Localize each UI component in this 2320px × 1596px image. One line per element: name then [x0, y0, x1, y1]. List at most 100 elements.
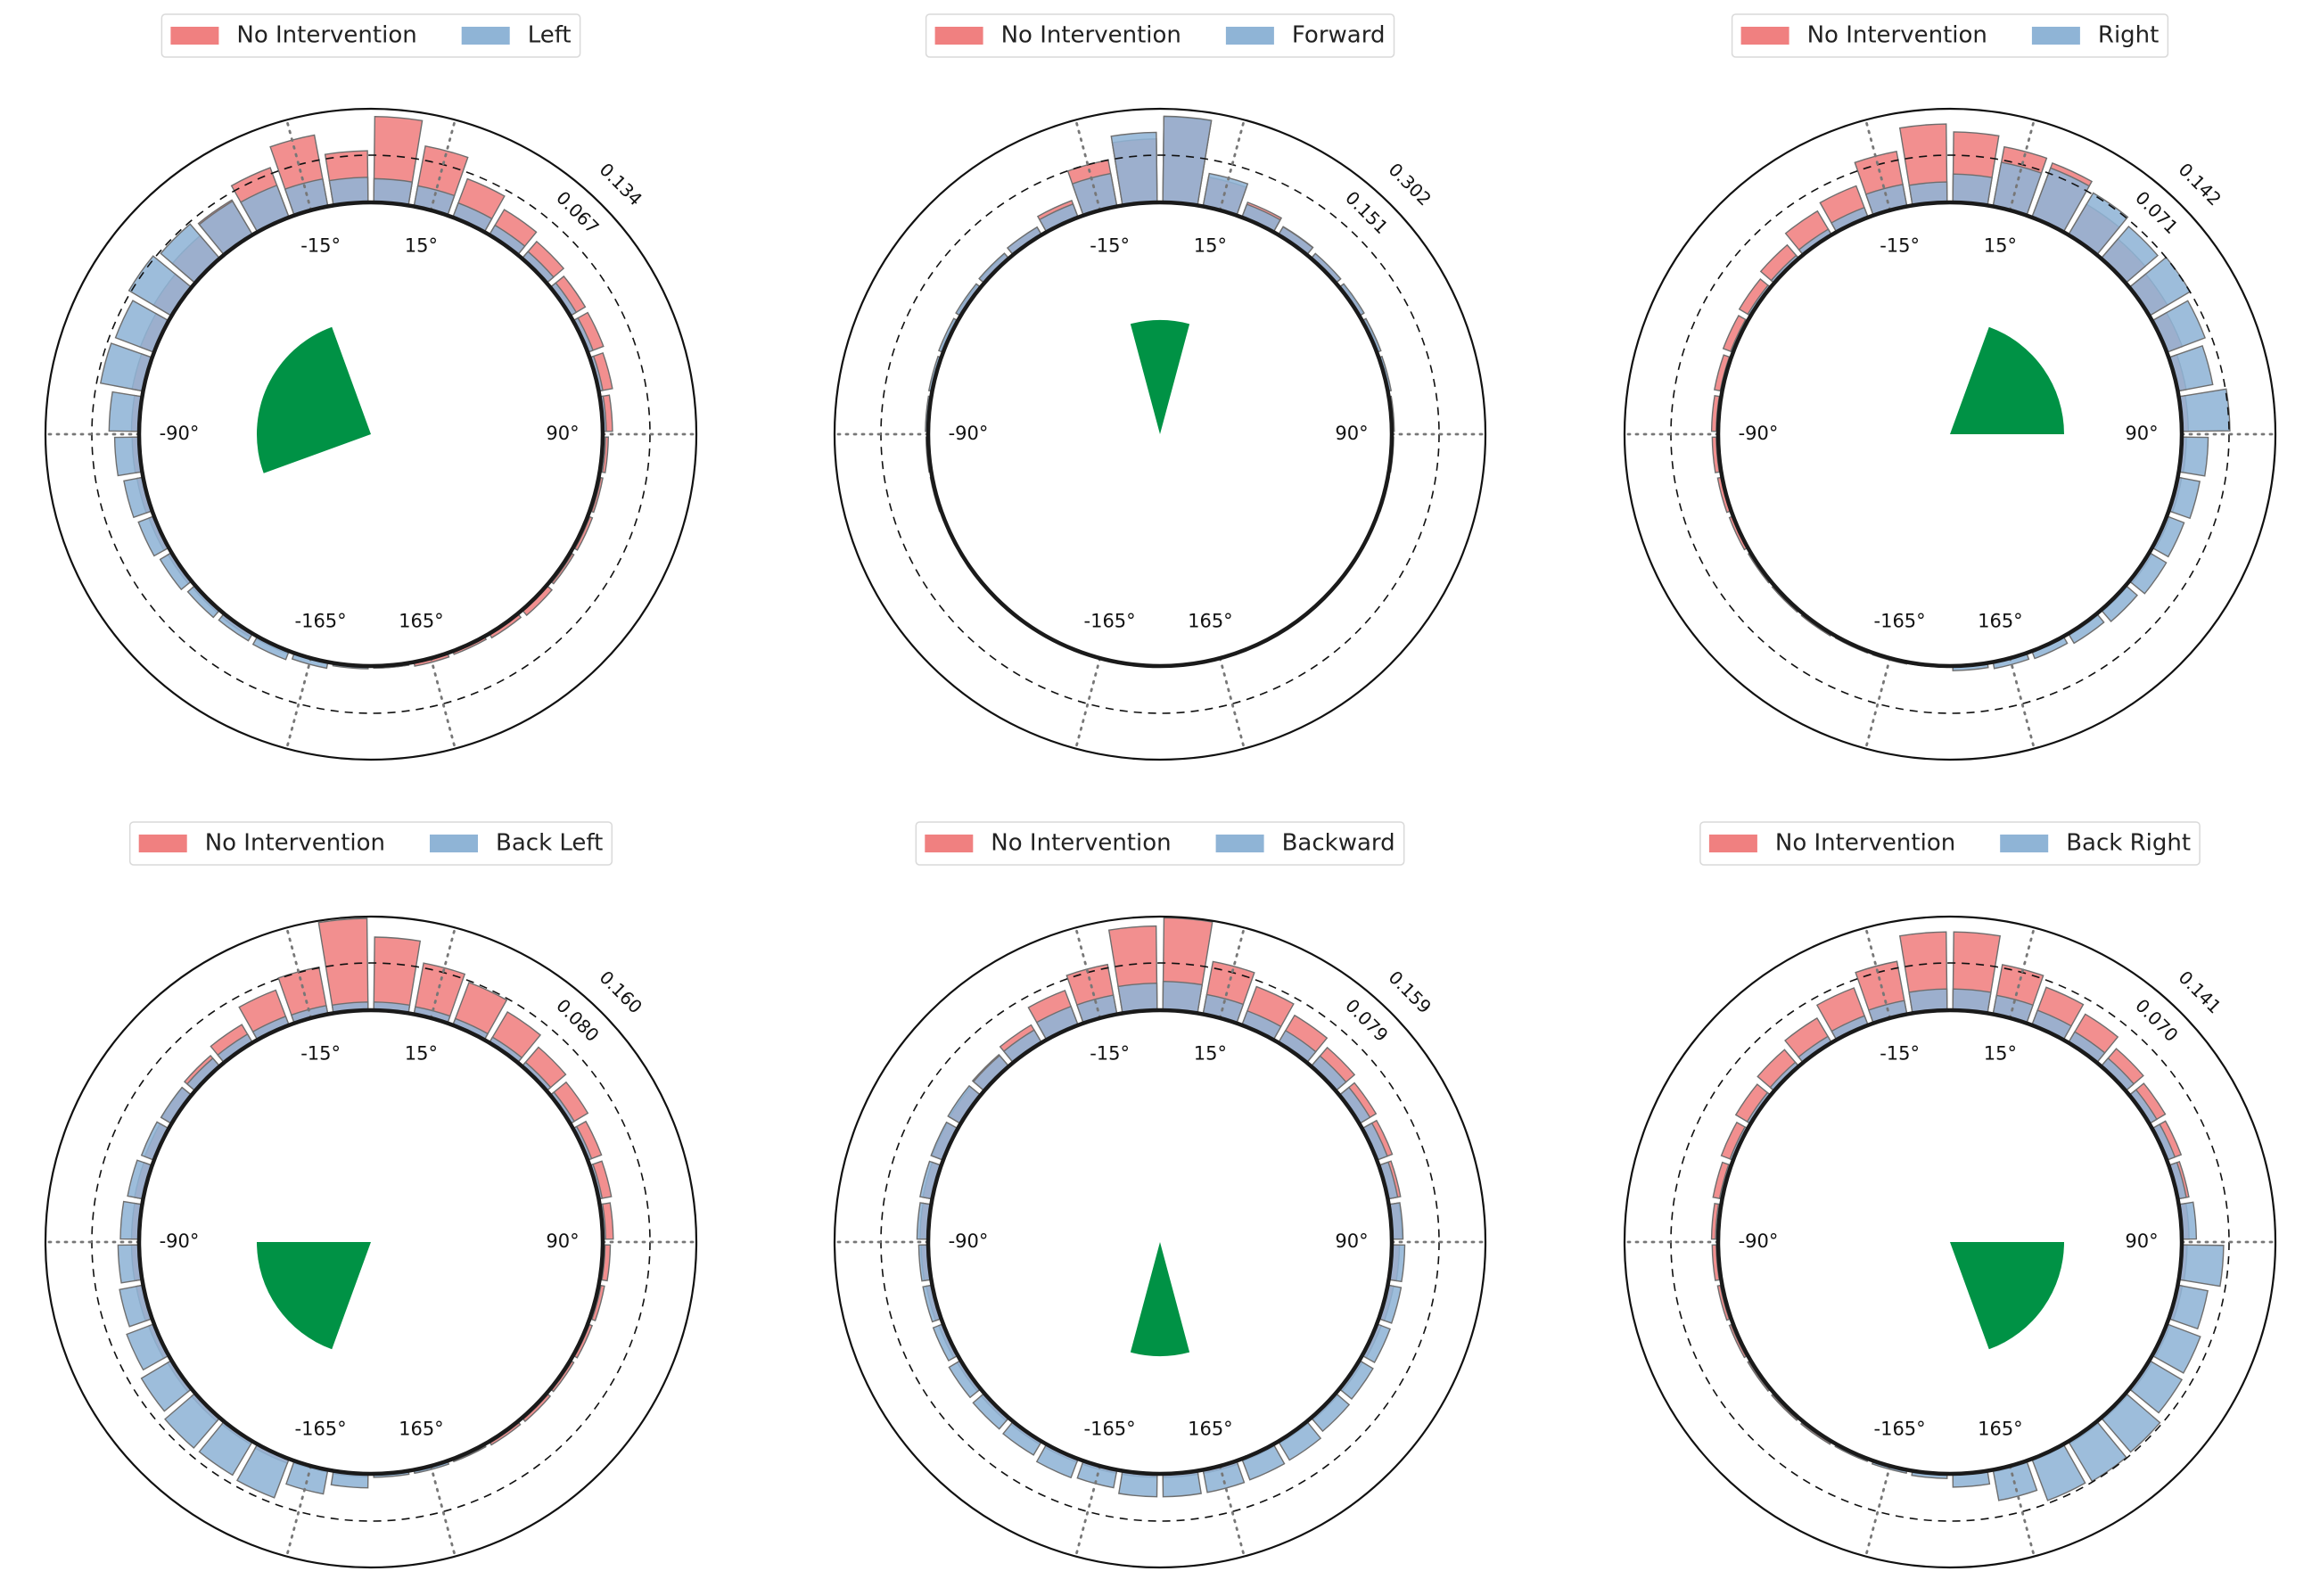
angle-gridline-neg165 [285, 656, 313, 750]
angle-gridline-15 [1218, 119, 1246, 212]
angle-label-15: 15° [1194, 234, 1227, 256]
angle-label-90: 90° [1335, 423, 1368, 444]
legend: No Intervention Back Right [1699, 821, 2201, 866]
angle-label-neg165: -165° [1874, 611, 1926, 632]
legend-label-no-intervention: No Intervention [1001, 22, 1181, 49]
angle-label-neg15: -15° [1090, 1042, 1130, 1064]
angle-label-165: 165° [399, 1419, 444, 1440]
polar-panel-back-right: No Intervention Back Right -15° 15° -90°… [1623, 821, 2277, 1569]
angle-label-15: 15° [1194, 1042, 1227, 1064]
radial-tick-max: 0.141 [2175, 967, 2225, 1017]
radial-tick-max: 0.302 [1385, 159, 1436, 210]
angle-label-165: 165° [1188, 611, 1233, 632]
angle-label-neg165: -165° [1874, 1419, 1926, 1440]
angle-gridline-neg165 [1864, 656, 1892, 750]
angle-gridline-neg15 [1074, 926, 1102, 1020]
angle-label-neg165: -165° [295, 1419, 347, 1440]
legend-swatch-intervention [2000, 835, 2049, 852]
angle-label-neg165: -165° [295, 611, 347, 632]
legend: No Intervention Backward [915, 821, 1405, 866]
legend: No Intervention Right [1731, 13, 2169, 58]
legend-swatch-intervention [461, 27, 510, 45]
angle-gridline-neg15 [285, 119, 313, 212]
tick-labels: -15° 15° -90° 90° -165° 165° 0.070 0.141 [1739, 967, 2225, 1440]
legend: No Intervention Left [160, 13, 581, 58]
legend-label-no-intervention: No Intervention [1775, 830, 1955, 857]
direction-wedge [1130, 319, 1190, 434]
angle-gridline-neg15 [1074, 119, 1102, 212]
angle-gridline-neg165 [1074, 656, 1102, 750]
angle-label-neg90: -90° [160, 423, 200, 444]
legend-swatch-no-intervention [1740, 27, 1789, 45]
polar-panel-backward: No Intervention Backward -15° 15° -90° 9… [833, 821, 1487, 1569]
legend-label-intervention: Left [528, 22, 572, 49]
angle-gridline-15 [429, 926, 457, 1020]
legend-label-intervention: Backward [1282, 830, 1395, 857]
direction-wedge [257, 326, 371, 473]
angle-gridline-neg165 [1074, 1464, 1102, 1558]
outer-axis-circle [44, 915, 698, 1569]
legend-swatch-intervention [2031, 27, 2080, 45]
radial-tick-max: 0.160 [596, 967, 646, 1017]
angle-label-neg165: -165° [1084, 611, 1136, 632]
angle-gridline-neg15 [1864, 926, 1892, 1020]
legend-label-no-intervention: No Intervention [236, 22, 416, 49]
outer-axis-circle [1623, 915, 2277, 1569]
outer-axis-circle [1623, 107, 2277, 761]
legend-swatch-intervention [1225, 27, 1274, 45]
legend-label-intervention: Forward [1292, 22, 1386, 49]
legend-label-intervention: Right [2098, 22, 2159, 49]
angle-label-90: 90° [2125, 1230, 2158, 1252]
bar-intervention-5 [1162, 115, 1213, 207]
legend-frame [925, 13, 1395, 58]
legend-swatch-intervention [1215, 835, 1264, 852]
angle-gridline-neg15 [285, 926, 313, 1020]
legend-label-no-intervention: No Intervention [1807, 22, 1987, 49]
angle-label-neg15: -15° [1090, 234, 1130, 256]
angle-label-90: 90° [2125, 423, 2158, 444]
legend-swatch-no-intervention [170, 27, 219, 45]
bars-intervention [117, 1001, 606, 1499]
angle-label-90: 90° [546, 423, 579, 444]
angle-label-165: 165° [1188, 1419, 1233, 1440]
radial-tick-max: 0.142 [2175, 159, 2225, 210]
legend: No Intervention Back Left [128, 821, 613, 866]
outer-axis-circle [833, 107, 1487, 761]
angle-label-neg90: -90° [1739, 423, 1779, 444]
polar-panel-forward: No Intervention Forward -15° 15° -90° 90… [833, 13, 1487, 761]
legend-swatch-no-intervention [1708, 835, 1757, 852]
legend-frame [1699, 821, 2201, 866]
legend-frame [1731, 13, 2169, 58]
radial-tick-mid: 0.067 [552, 187, 603, 238]
angle-label-neg90: -90° [949, 1230, 989, 1252]
polar-axes [1623, 107, 2277, 761]
polar-axes [833, 915, 1487, 1569]
angle-gridline-165 [2008, 656, 2036, 750]
radial-tick-mid: 0.151 [1341, 187, 1392, 238]
polar-axes [44, 107, 698, 761]
angle-label-165: 165° [399, 611, 444, 632]
polar-axes [44, 915, 698, 1569]
polar-panel-back-left: No Intervention Back Left -15° 15° -90° … [44, 821, 698, 1569]
direction-wedge [1130, 1242, 1190, 1357]
legend-label-intervention: Back Right [2066, 830, 2191, 857]
radial-tick-mid: 0.071 [2131, 187, 2182, 238]
radial-tick-max: 0.159 [1385, 967, 1436, 1017]
angle-label-165: 165° [1978, 611, 2023, 632]
legend-frame [915, 821, 1405, 866]
angle-gridline-165 [1218, 1464, 1246, 1558]
legend-label-no-intervention: No Intervention [991, 830, 1171, 857]
radial-tick-max: 0.134 [596, 159, 646, 210]
angle-gridline-165 [429, 656, 457, 750]
direction-wedge [1950, 1242, 2064, 1350]
legend-frame [128, 821, 613, 866]
angle-label-15: 15° [1984, 234, 2017, 256]
angle-label-neg165: -165° [1084, 1419, 1136, 1440]
angle-gridline-neg165 [285, 1464, 313, 1558]
angle-gridline-15 [2008, 119, 2036, 212]
angle-label-neg90: -90° [1739, 1230, 1779, 1252]
bar-intervention-95 [2177, 1244, 2225, 1287]
legend-swatch-no-intervention [934, 27, 983, 45]
legend-label-no-intervention: No Intervention [205, 830, 385, 857]
angle-gridline-15 [429, 119, 457, 212]
